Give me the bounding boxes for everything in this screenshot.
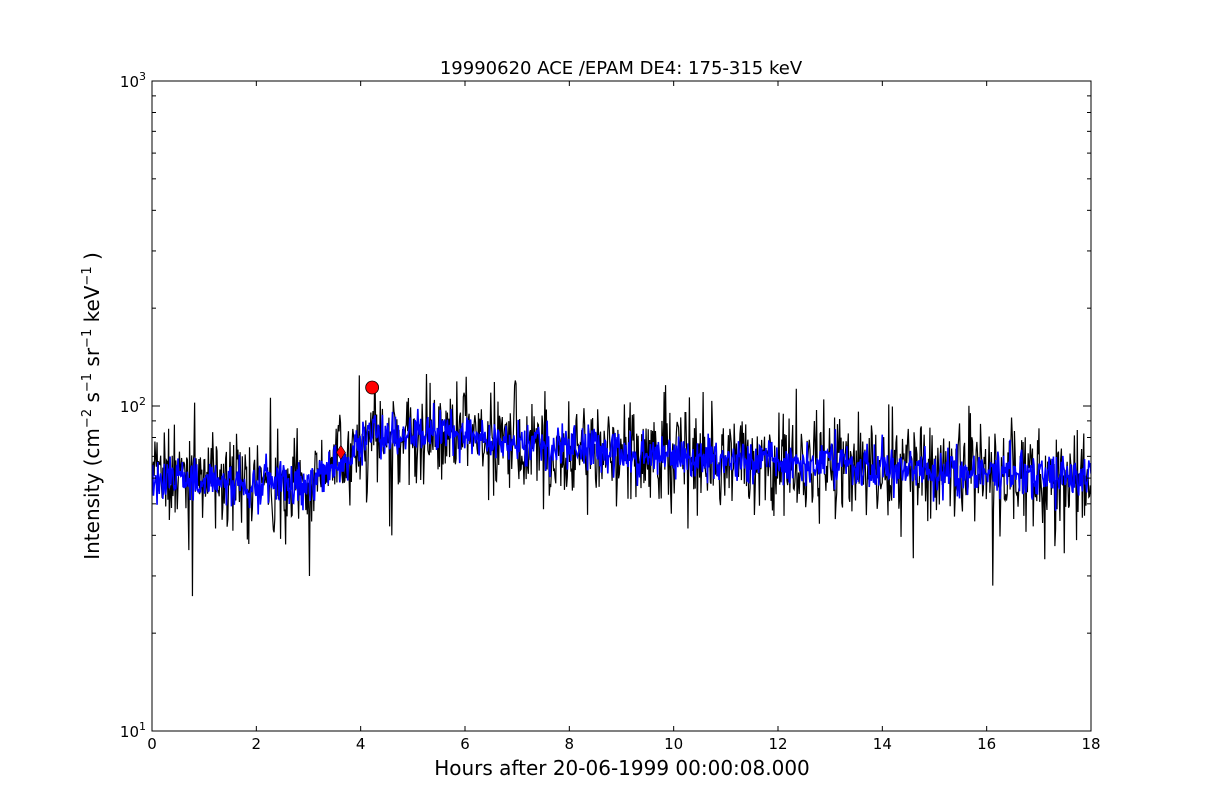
- y-label-sr: sr: [80, 347, 104, 373]
- y-label-s: s: [80, 392, 104, 409]
- y-tick-label: 102: [120, 395, 146, 416]
- x-axis-label: Hours after 20-06-1999 00:00:08.000: [434, 756, 810, 780]
- series-raw-intensity-line: [152, 374, 1091, 597]
- x-tick-label: 10: [664, 735, 683, 753]
- tick-layer: 0 2 4 6 8 10 12 14 16 18 101 102 103: [120, 70, 1101, 753]
- y-label-suffix: ): [80, 252, 104, 266]
- x-tick-label: 8: [565, 735, 575, 753]
- y-axis-label: Intensity (cm−2 s−1 sr−1 keV−1 ): [80, 252, 104, 560]
- onset-marker-diamond: [335, 444, 346, 460]
- x-tick-label: 14: [873, 735, 892, 753]
- chart-title: 19990620 ACE /EPAM DE4: 175-315 keV: [440, 58, 803, 79]
- marker-layer: [335, 380, 380, 460]
- y-label-exp-sr: −1: [80, 329, 95, 348]
- y-tick-label: 101: [120, 720, 146, 741]
- plot-area: 0 2 4 6 8 10 12 14 16 18 101 102 103: [120, 70, 1101, 753]
- y-label-exp-kev: −1: [80, 266, 95, 285]
- series-layer: [152, 374, 1091, 597]
- x-tick-label: 2: [252, 735, 262, 753]
- y-tick-label: 103: [120, 70, 146, 91]
- x-tick-label: 16: [977, 735, 996, 753]
- y-label-kev: keV: [80, 285, 104, 329]
- x-tick-label: 4: [356, 735, 366, 753]
- peak-marker-circle: [365, 380, 380, 395]
- y-label-exp-s: −1: [80, 373, 95, 392]
- x-tick-label: 12: [768, 735, 787, 753]
- x-tick-label: 6: [460, 735, 470, 753]
- x-tick-label: 18: [1081, 735, 1100, 753]
- x-tick-label: 0: [147, 735, 157, 753]
- y-label-prefix: Intensity (cm: [80, 428, 104, 560]
- plot-frame: [151, 80, 1092, 732]
- series-smoothed-intensity-line: [152, 403, 1091, 515]
- y-label-exp-cm: −2: [80, 409, 95, 428]
